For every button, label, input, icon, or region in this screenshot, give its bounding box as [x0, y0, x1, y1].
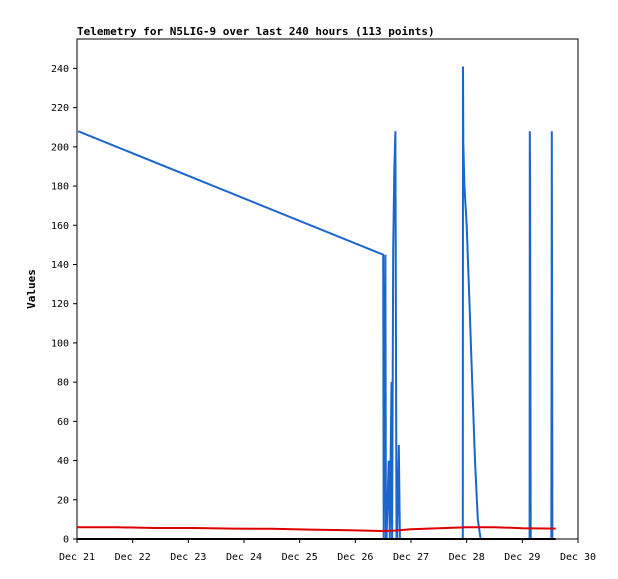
y-axis-label: Values [25, 269, 38, 309]
x-tick-label: Dec 26 [337, 552, 373, 563]
x-axis-ticks: Dec 21 Dec 22 Dec 23 Dec 24 Dec 25 Dec 26 Dec … [59, 539, 596, 563]
x-tick-label: Dec 22 [115, 552, 151, 563]
y-tick-label: 220 [51, 103, 69, 114]
x-tick-label: Dec 21 [59, 552, 95, 563]
series-layer [77, 66, 556, 540]
chart-title: Telemetry for N5LIG-9 over last 240 hour… [77, 25, 435, 38]
y-axis-ticks: 0 20 40 60 80 100 120 140 160 180 200 220 240 [51, 64, 77, 546]
y-tick-label: 100 [51, 338, 69, 349]
x-tick-label: Dec 23 [170, 552, 206, 563]
series-line-2 [77, 526, 556, 533]
series-line-1 [77, 66, 554, 540]
plot-frame [76, 38, 579, 540]
y-tick-label: 140 [51, 260, 69, 271]
x-tick-label: Dec 27 [393, 552, 429, 563]
x-tick-label: Dec 28 [449, 552, 485, 563]
x-tick-label: Dec 25 [282, 552, 318, 563]
y-tick-label: 40 [57, 456, 69, 467]
y-tick-label: 160 [51, 221, 69, 232]
y-tick-label: 180 [51, 182, 69, 193]
y-tick-label: 0 [63, 535, 69, 546]
y-tick-label: 200 [51, 142, 69, 153]
y-tick-label: 240 [51, 64, 69, 75]
y-tick-label: 20 [57, 495, 69, 506]
x-tick-label: Dec 29 [504, 552, 540, 563]
x-tick-label: Dec 24 [226, 552, 262, 563]
y-tick-label: 120 [51, 299, 69, 310]
y-tick-label: 60 [57, 417, 69, 428]
y-tick-label: 80 [57, 378, 69, 389]
x-tick-label: Dec 30 [560, 552, 596, 563]
